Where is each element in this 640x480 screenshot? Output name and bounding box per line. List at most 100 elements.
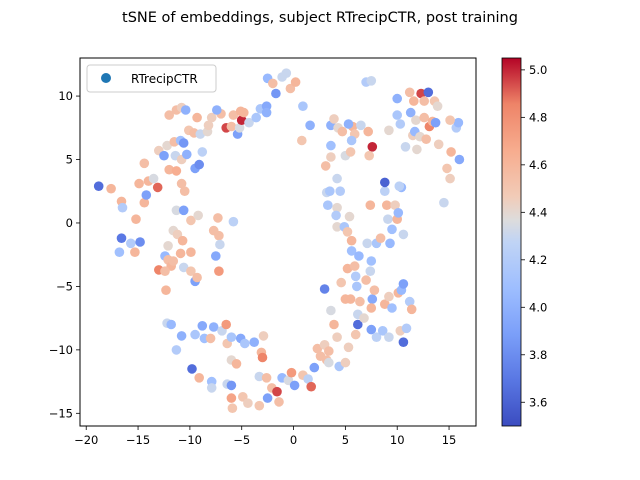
scatter-point	[332, 222, 342, 232]
y-tick-label: 5	[66, 153, 73, 167]
scatter-point	[419, 112, 430, 123]
scatter-point	[243, 398, 253, 409]
legend-label: RTrecipCTR	[131, 72, 198, 86]
scatter-point	[387, 224, 397, 235]
scatter-point	[442, 163, 452, 174]
scatter-point	[193, 210, 203, 221]
y-tick-label: −15	[49, 406, 73, 420]
scatter-point	[281, 68, 292, 78]
x-tick-label: −5	[233, 433, 250, 447]
scatter-point	[152, 182, 163, 193]
scatter-point	[227, 403, 238, 414]
scatter-point	[366, 256, 377, 266]
scatter-point	[398, 279, 409, 289]
colorbar-tick-label: 4.6	[529, 158, 547, 172]
scatter-point	[226, 380, 237, 391]
scatter-point	[404, 296, 415, 307]
scatter-point	[359, 313, 369, 323]
scatter-point	[206, 383, 217, 393]
scatter-point	[176, 331, 187, 341]
x-tick-label: 0	[290, 433, 297, 447]
scatter-point	[171, 166, 182, 176]
scatter-point	[214, 266, 224, 277]
legend-box	[86, 64, 217, 93]
scatter-point	[274, 397, 284, 407]
scatter-point	[439, 197, 449, 208]
scatter-point	[319, 284, 330, 294]
colorbar-tick-label: 3.6	[529, 395, 547, 409]
colorbar-tick-label: 5.0	[529, 63, 547, 77]
y-tick-label: 0	[66, 216, 73, 230]
colorbar-tick-label: 3.8	[529, 348, 547, 362]
scatter-point	[432, 101, 443, 111]
scatter-point	[332, 202, 342, 213]
scatter-point	[159, 150, 169, 161]
scatter-point	[130, 247, 140, 257]
scatter-point	[215, 239, 225, 250]
scatter-point	[342, 263, 353, 274]
scatter-point	[162, 140, 172, 151]
scatter-point	[329, 319, 339, 330]
scatter-point	[312, 343, 323, 354]
x-tick-label: 5	[342, 433, 349, 447]
scatter-point	[346, 235, 357, 246]
scatter-point	[175, 248, 186, 259]
colorbar: 3.6 3.8 4.0 4.2 4.4 4.6 4.8 5.0	[501, 57, 547, 427]
scatter-point	[126, 238, 136, 249]
scatter-point	[345, 294, 356, 304]
scatter-point	[178, 138, 189, 148]
scatter-point	[268, 78, 278, 89]
scatter-point	[161, 285, 171, 296]
scatter-point	[326, 140, 336, 151]
colorbar-ticks: 3.6 3.8 4.0 4.2 4.4 4.6 4.8 5.0	[521, 63, 547, 409]
scatter-point	[392, 110, 403, 120]
scatter-point	[116, 233, 127, 243]
scatter-point	[176, 178, 187, 189]
scatter-point	[380, 186, 390, 196]
scatter-point	[445, 173, 455, 184]
scatter-point	[178, 262, 189, 273]
scatter-point	[344, 211, 355, 222]
scatter-point	[363, 126, 374, 137]
scatter-point	[228, 216, 239, 227]
scatter-point	[345, 147, 356, 157]
scatter-point	[114, 247, 125, 257]
scatter-point	[446, 147, 456, 157]
scatter-point	[405, 107, 416, 118]
scatter-point	[412, 144, 422, 155]
scatter-point	[226, 393, 237, 403]
scatter-point	[369, 285, 380, 296]
scatter-point	[349, 261, 360, 271]
scatter-point	[186, 247, 196, 257]
scatter-point	[93, 181, 104, 191]
scatter-point	[350, 271, 361, 282]
scatter-point	[306, 381, 317, 392]
scatter-point	[164, 110, 174, 120]
scatter-point	[382, 200, 392, 210]
scatter-point	[197, 321, 208, 331]
scatter-point	[346, 246, 357, 256]
plot-frame	[80, 58, 476, 426]
scatter-point	[258, 331, 269, 341]
scatter-point	[454, 154, 465, 165]
scatter-point	[197, 147, 208, 157]
scatter-point	[254, 371, 265, 382]
scatter-point	[324, 357, 334, 368]
scatter-point	[303, 374, 313, 384]
scatter-point	[336, 277, 347, 288]
scatter-point	[364, 150, 375, 161]
scatter-point	[166, 319, 176, 330]
scatter-point	[419, 96, 430, 106]
scatter-point	[171, 345, 182, 355]
scatter-point	[366, 324, 377, 335]
scatter-point	[285, 83, 296, 94]
scatter-point	[213, 213, 223, 223]
scatter-point	[343, 342, 354, 353]
scatter-point	[416, 88, 426, 99]
scatter-point	[380, 299, 390, 310]
scatter-point	[400, 142, 411, 152]
scatter-point	[375, 233, 386, 243]
legend-marker	[101, 73, 111, 83]
scatter-point	[350, 329, 361, 340]
scatter-point	[234, 123, 245, 133]
